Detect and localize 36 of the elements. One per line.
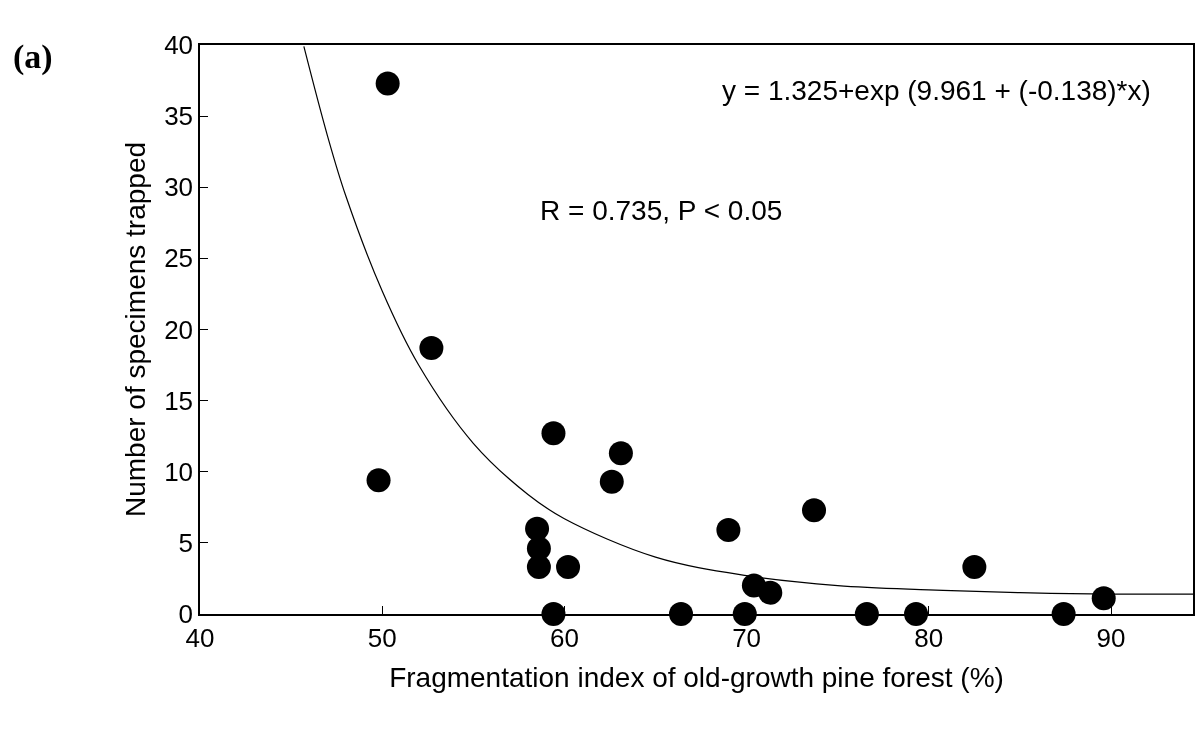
chart-title: (a) [13,38,53,76]
point [1051,602,1076,626]
point [599,469,624,494]
x-tick-label: 50 [367,622,397,653]
point [525,516,550,541]
y-tick-label: 40 [164,30,194,61]
y-tick-label: 10 [164,456,194,487]
point [526,555,551,580]
x-tick-label: 70 [732,622,762,653]
point [608,441,633,466]
x-tick-label: 80 [914,622,944,653]
point [1091,586,1116,611]
point [419,335,444,360]
annotation: y = 1.325+exp (9.961 + (-0.138)*x) [722,75,1151,106]
y-axis-title: Number of specimens trapped [120,141,152,518]
point [716,518,741,543]
y-tick-label: 35 [164,101,194,132]
y-tick-label: 15 [164,385,194,416]
point [802,498,827,523]
x-axis-title: Fragmentation index of old-growth pine forest (%) [389,661,1004,693]
y-tick-label: 20 [164,314,194,345]
point [366,468,391,493]
point [732,602,757,626]
y-tick-label: 25 [164,243,194,274]
y-tick-label: 5 [178,527,194,558]
y-tick-label: 0 [178,599,194,630]
point [541,602,566,626]
annotation: R = 0.735, P < 0.05 [540,195,783,226]
x-tick-label: 90 [1096,622,1126,653]
point [375,71,400,96]
point [758,580,783,605]
x-tick-label: 60 [549,622,579,653]
point [962,555,987,580]
y-tick-label: 30 [164,172,194,203]
point [556,555,581,580]
point [541,421,566,446]
